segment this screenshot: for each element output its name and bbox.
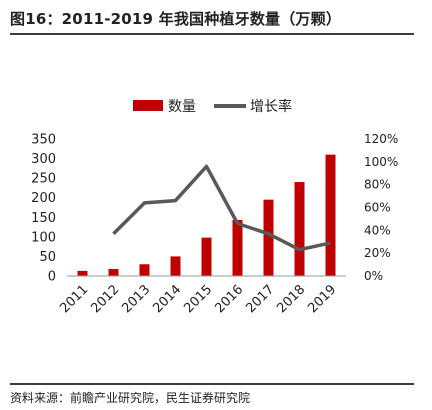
bar bbox=[325, 154, 336, 276]
y-right-tick-label: 120% bbox=[364, 132, 398, 146]
y-left-tick-label: 0 bbox=[48, 270, 56, 285]
bar bbox=[294, 182, 305, 276]
y-right-tick-label: 0% bbox=[364, 269, 383, 283]
bar bbox=[232, 220, 243, 276]
y-left-tick-label: 250 bbox=[31, 172, 56, 187]
y-left-tick-label: 350 bbox=[31, 133, 56, 148]
y-right-tick-label: 80% bbox=[364, 178, 391, 192]
x-tick-label: 2017 bbox=[243, 282, 277, 316]
source-rule bbox=[10, 383, 414, 385]
title-rule bbox=[10, 33, 414, 35]
bar bbox=[77, 270, 88, 276]
y-left-tick-label: 100 bbox=[31, 230, 56, 245]
y-left-tick-label: 200 bbox=[31, 191, 56, 206]
bar bbox=[263, 199, 274, 276]
source-note: 资料来源：前瞻产业研究院，民生证券研究院 bbox=[10, 391, 251, 405]
x-tick-label: 2013 bbox=[119, 282, 153, 316]
x-tick-label: 2016 bbox=[212, 282, 246, 316]
legend-line-label: 增长率 bbox=[250, 98, 292, 115]
x-tick-label: 2015 bbox=[181, 282, 215, 316]
legend-bar-label: 数量 bbox=[168, 99, 196, 115]
growth-rate-line bbox=[112, 164, 331, 252]
bar bbox=[108, 268, 119, 276]
legend-bar-swatch bbox=[133, 100, 163, 111]
x-tick-label: 2018 bbox=[274, 282, 308, 316]
x-tick-label: 2011 bbox=[57, 282, 91, 316]
y-right-tick-label: 20% bbox=[364, 246, 391, 260]
bar bbox=[170, 256, 181, 276]
plot-area: 0 50 100 150 200 250 300 350 0% 20% 40% 60% 80% 100% 1… bbox=[31, 132, 398, 316]
legend: 数量 增长率 bbox=[133, 98, 292, 115]
bar bbox=[201, 237, 212, 276]
y-right-tick-label: 60% bbox=[364, 201, 391, 215]
y-left-tick-label: 50 bbox=[39, 250, 56, 265]
y-left-tick-label: 150 bbox=[31, 211, 56, 226]
x-tick-label: 2012 bbox=[88, 282, 122, 316]
y-right-tick-label: 100% bbox=[364, 155, 398, 169]
y-left-tick-label: 300 bbox=[31, 152, 56, 167]
figure-title: 图16：2011-2019 年我国种植牙数量（万颗） bbox=[10, 10, 342, 28]
bar bbox=[139, 264, 150, 276]
x-tick-label: 2014 bbox=[150, 282, 184, 316]
y-right-tick-label: 40% bbox=[364, 223, 391, 237]
x-tick-label: 2019 bbox=[305, 282, 339, 316]
